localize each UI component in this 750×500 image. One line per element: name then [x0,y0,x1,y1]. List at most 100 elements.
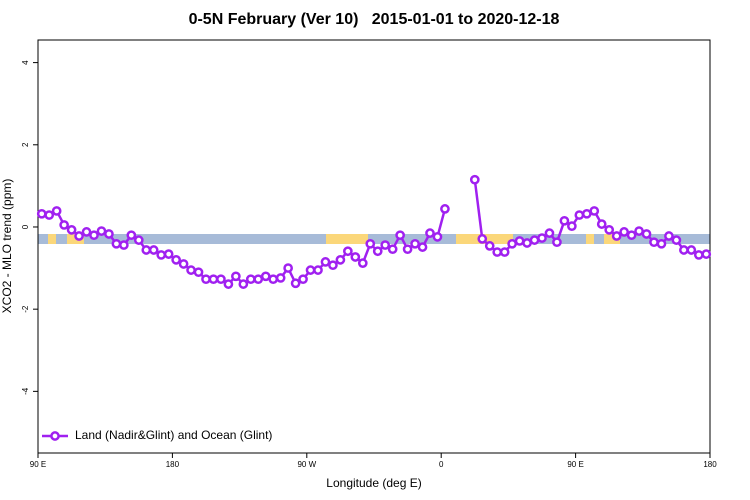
x-axis-label: Longitude (deg E) [326,476,421,490]
point [664,231,674,241]
y-tick-label: -2 [21,305,30,313]
point [619,227,629,237]
x-tick-label: 90 W [297,460,316,469]
point [260,271,271,282]
point [133,235,144,245]
point [679,245,689,255]
point [499,247,510,257]
point [522,238,532,248]
point [537,233,547,243]
point [178,259,189,269]
point [320,257,331,267]
point [529,235,540,245]
point [223,279,234,289]
plot-frame [37,39,711,454]
point [514,236,525,246]
point [245,274,256,285]
point [701,249,712,259]
y-tick-label: 0 [21,224,30,229]
x-tick-label: 180 [166,460,180,469]
legend-label: Land (Nadir&Glint) and Ocean (Glint) [75,428,272,442]
point [96,226,107,236]
point [387,244,398,255]
point [395,230,405,241]
point [559,215,570,226]
point [119,240,129,250]
point [357,258,368,268]
point [634,226,644,236]
point [611,231,622,241]
point [268,274,279,285]
point [81,227,92,237]
point [604,225,615,235]
point [201,274,211,285]
point [425,228,435,238]
point [686,245,697,255]
point [74,231,84,241]
point [111,238,122,249]
x-tick-label: 180 [703,460,717,469]
y-tick-label: -4 [21,387,30,395]
point [298,274,308,285]
point [104,229,114,239]
point [469,174,480,185]
point [350,252,361,262]
point [477,234,488,244]
point [410,238,420,249]
point [66,225,77,235]
point [484,241,495,251]
point [365,238,376,249]
point [567,221,577,232]
point [335,255,346,265]
point [343,246,353,257]
point [402,244,413,255]
point [693,250,704,260]
point [238,279,249,289]
x-tick-label: 0 [439,460,444,469]
point [417,242,428,252]
point [148,245,159,255]
point [186,265,196,275]
point [641,229,652,239]
point [544,228,555,238]
point [36,208,47,219]
point [656,238,667,249]
point [305,265,316,275]
point [552,237,562,248]
legend-marker [50,431,60,441]
point [126,230,137,241]
x-tick-label: 90 E [30,460,46,469]
point [649,237,659,248]
point [380,240,391,250]
point [89,230,99,241]
point [507,238,517,249]
point [59,220,69,230]
point [231,271,241,282]
point [626,230,637,241]
point [156,250,167,260]
point [589,206,600,216]
point [141,245,152,255]
chart-title: 0-5N February (Ver 10) 2015-01-01 to 202… [189,11,560,28]
point [275,273,286,283]
point [581,208,592,219]
x-tick-label: 90 E [567,460,583,469]
y-tick-label: 2 [21,142,30,147]
point [171,255,181,265]
point [671,235,682,245]
point [283,263,293,273]
point [163,249,174,259]
y-axis-label: XCO2 - MLO trend (ppm) [0,179,14,314]
point [208,274,219,285]
point [51,206,62,216]
point [216,274,226,285]
point [193,267,204,278]
y-tick-label: 4 [21,60,30,65]
point [313,265,323,275]
point [596,219,607,229]
point [372,246,383,257]
point [440,204,450,214]
point [253,274,264,285]
point [328,260,338,271]
